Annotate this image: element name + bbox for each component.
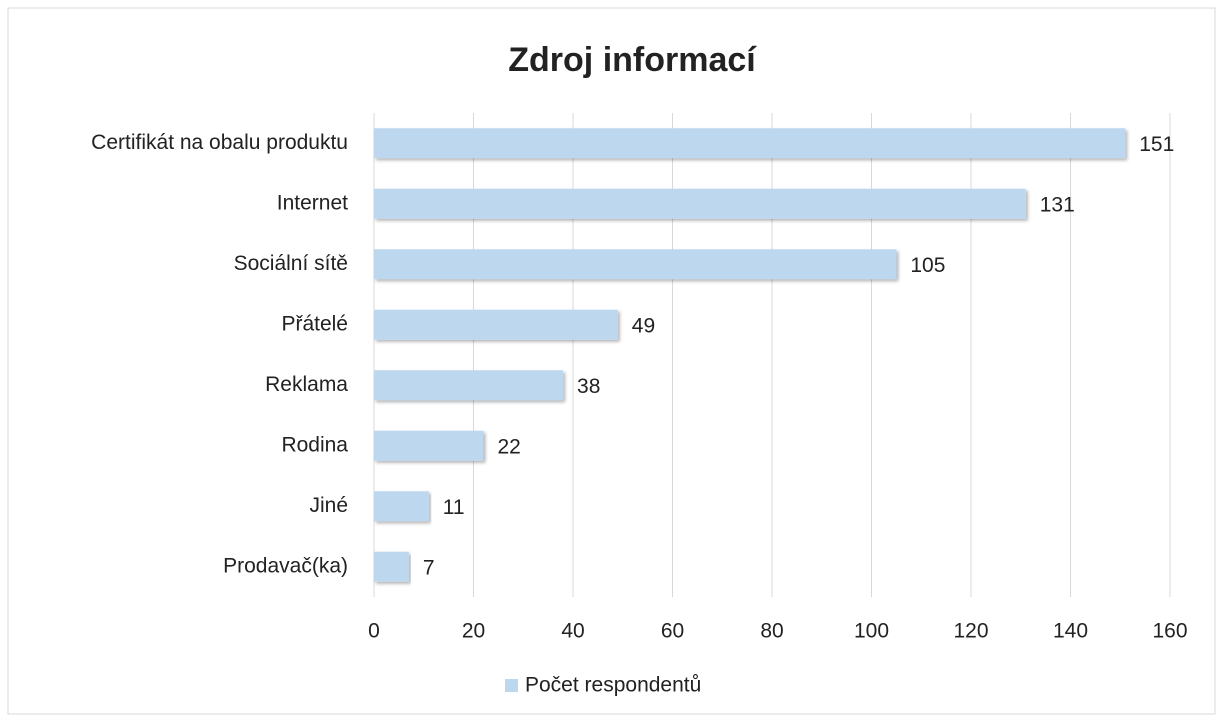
- bar: [374, 551, 409, 582]
- x-tick-label: 100: [854, 620, 889, 643]
- x-tick-label: 140: [1053, 620, 1088, 643]
- x-tick-label: 60: [661, 620, 684, 643]
- legend-swatch: [505, 679, 518, 692]
- x-tick-label: 20: [462, 620, 485, 643]
- bar: [374, 370, 564, 401]
- x-tick-label: 80: [760, 620, 783, 643]
- data-label: 38: [577, 375, 600, 398]
- x-tick-label: 40: [561, 620, 584, 643]
- data-label: 49: [632, 314, 655, 337]
- x-tick-label: 160: [1152, 620, 1187, 643]
- bar: [374, 309, 618, 340]
- y-tick-label: Přátelé: [281, 312, 348, 335]
- bar: [374, 188, 1026, 219]
- bar: [374, 249, 897, 280]
- y-tick-label: Reklama: [265, 373, 348, 396]
- data-label: 131: [1040, 193, 1075, 216]
- data-label: 22: [497, 435, 520, 458]
- legend-label: Počet respondentů: [525, 674, 701, 697]
- chart-border: [7, 7, 1216, 715]
- bar: [374, 128, 1126, 159]
- bar: [374, 491, 429, 522]
- y-tick-label: Rodina: [281, 433, 348, 456]
- data-label: 11: [443, 496, 465, 519]
- x-tick-label: 120: [953, 620, 988, 643]
- data-label: 7: [423, 556, 435, 579]
- chart-title: Zdroj informací: [508, 41, 757, 79]
- y-tick-label: Jiné: [309, 494, 348, 517]
- x-tick-label: 0: [368, 620, 380, 643]
- data-label: 105: [910, 254, 945, 277]
- y-tick-label: Certifikát na obalu produktu: [91, 131, 348, 154]
- data-label: 151: [1139, 133, 1174, 156]
- y-tick-label: Sociální sítě: [234, 252, 348, 275]
- y-tick-label: Prodavač(ka): [223, 554, 348, 577]
- y-tick-label: Internet: [277, 191, 348, 214]
- bar: [374, 430, 484, 461]
